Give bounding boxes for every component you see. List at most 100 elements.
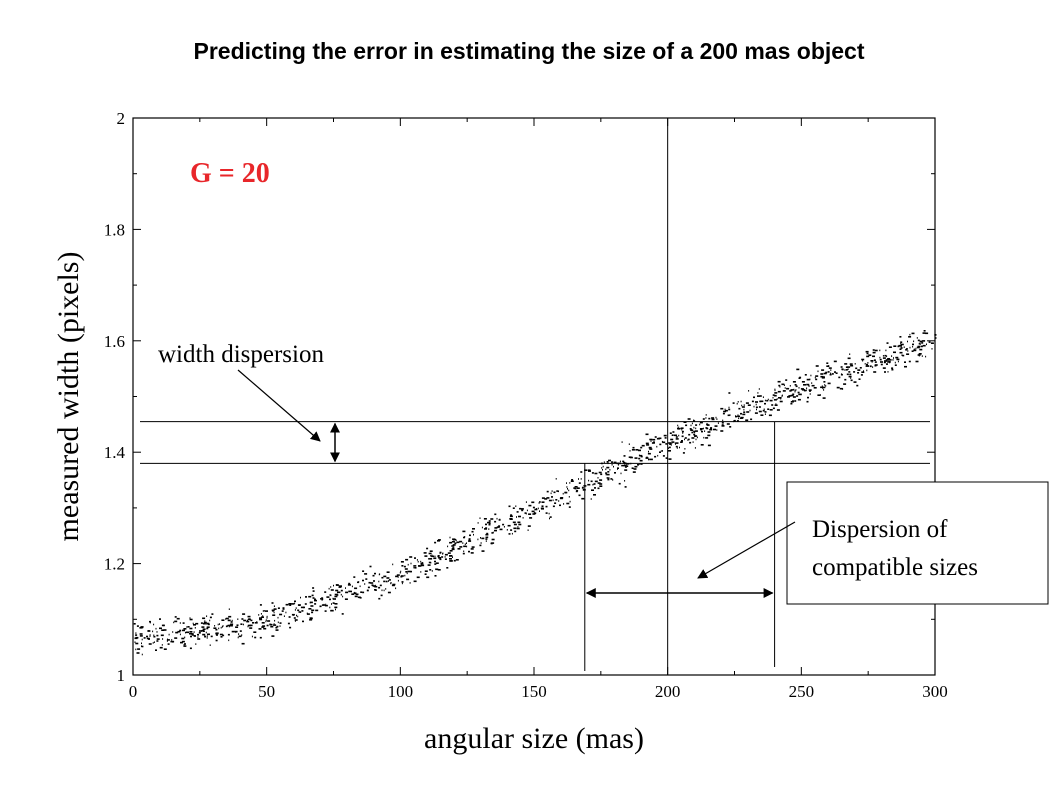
data-point [844,369,846,371]
data-point [494,520,497,523]
data-point [824,384,826,386]
data-point [214,625,216,627]
data-point [825,371,828,374]
data-point [780,397,782,400]
data-point [923,330,926,332]
data-point [228,625,230,628]
data-point [174,616,177,618]
data-point [740,412,742,415]
data-point [689,441,692,444]
data-point [357,596,361,599]
data-point [434,560,436,563]
data-point [153,635,156,638]
data-point [228,608,230,610]
data-point [685,424,688,427]
data-point [455,539,457,542]
data-point [291,603,295,605]
data-point [442,553,444,555]
data-point [893,345,897,347]
data-point [275,626,278,629]
data-point [381,576,384,579]
data-point [806,378,810,381]
data-point [174,620,178,623]
data-point [858,378,861,380]
data-point [703,436,705,439]
data-point [916,337,918,339]
data-point [340,589,343,592]
data-point [614,472,616,474]
data-point [265,620,267,623]
data-point [365,578,368,580]
data-point [541,501,545,503]
data-point [186,626,188,628]
data-point [882,367,886,369]
data-point [326,596,330,598]
data-point [309,601,313,604]
data-point [277,616,279,619]
data-point [457,548,461,550]
data-point [899,336,902,338]
x-tick-label: 0 [129,682,138,701]
data-point [664,437,667,439]
data-point [618,482,621,485]
data-point [602,465,604,468]
data-point [880,361,883,363]
data-point [649,438,653,441]
data-point [366,589,369,592]
data-point [409,556,413,558]
data-point [508,533,511,535]
data-point [866,352,869,355]
data-point [874,364,877,367]
data-point [529,517,533,519]
data-point [451,540,455,543]
data-point [207,623,210,626]
data-point [488,523,491,526]
data-point [919,348,923,351]
data-point [930,342,934,344]
data-point [671,434,674,436]
data-point [532,513,536,515]
data-point [221,619,225,621]
data-point [253,631,257,633]
data-point [149,620,151,623]
data-point [829,373,832,376]
data-point [189,627,193,630]
data-point [206,622,210,625]
data-point [922,332,926,334]
data-point [386,571,390,573]
data-point [850,377,852,379]
data-point [201,630,205,632]
data-point [348,582,351,585]
data-point [281,610,284,612]
data-point [370,582,374,584]
data-point [594,487,596,489]
data-point [321,597,324,599]
data-point [290,603,292,605]
data-point [329,594,331,596]
data-point [733,419,736,422]
data-point [648,446,652,449]
data-point [573,487,576,489]
data-point [821,377,825,379]
data-point [654,436,657,438]
data-point [785,379,788,381]
data-point [736,420,739,422]
data-point [494,527,498,529]
data-point [198,632,201,634]
data-point [481,526,483,529]
data-point [846,373,849,376]
data-point [549,517,550,520]
data-point [266,624,269,627]
data-point [590,480,593,483]
data-point [911,332,915,335]
data-point [435,562,439,564]
data-point [353,592,357,594]
data-point [437,569,441,571]
data-point [820,375,824,378]
data-point [805,389,807,392]
data-point [660,450,662,452]
data-point [789,390,792,392]
data-point [581,497,585,500]
data-point [861,371,865,373]
data-point [383,589,385,592]
